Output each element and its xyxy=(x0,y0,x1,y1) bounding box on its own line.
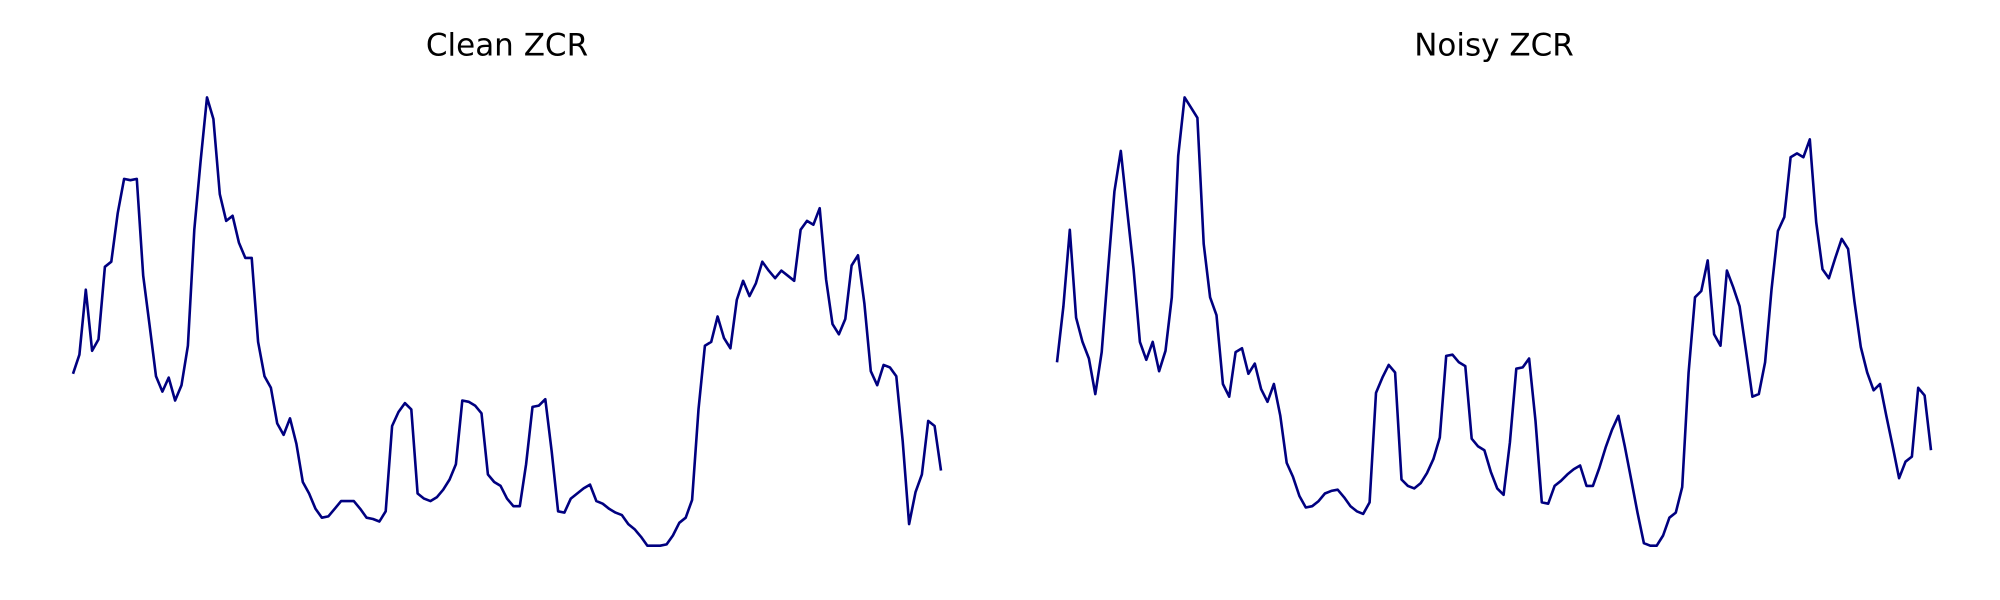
line xyxy=(1055,96,1933,547)
line xyxy=(71,96,943,547)
chart-title: Noisy ZCR xyxy=(1414,28,1574,64)
chart-title: Clean ZCR xyxy=(426,28,588,64)
